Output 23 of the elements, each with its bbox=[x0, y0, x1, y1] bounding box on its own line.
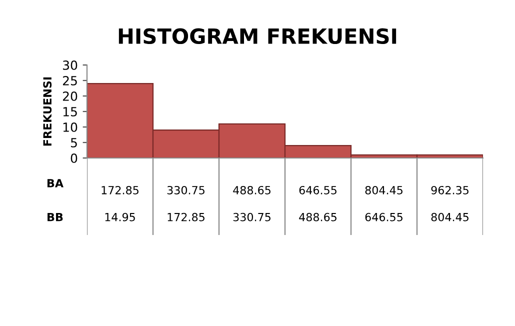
y-tick-label: 10 bbox=[63, 122, 78, 132]
x-tick-label: 646.55 bbox=[299, 186, 336, 194]
y-axis-title: FREKUENSI bbox=[43, 77, 52, 146]
y-tick-label: 0 bbox=[70, 153, 78, 163]
text: 488.65 bbox=[299, 212, 336, 222]
y-tick-label: 5 bbox=[70, 138, 77, 148]
text: BB bbox=[48, 213, 63, 222]
x-tick-label: 488.65 bbox=[233, 186, 270, 194]
y-tick-label: 15 bbox=[63, 107, 77, 116]
text: 172.85 bbox=[168, 212, 204, 222]
y-tick-label: 25 bbox=[62, 76, 77, 86]
text: 330.75 bbox=[233, 212, 270, 222]
text: 646.55 bbox=[365, 212, 402, 222]
x-tick-label: 172.85 bbox=[102, 186, 138, 194]
x-tick-label: 330.75 bbox=[167, 186, 204, 194]
y-tick-label: 30 bbox=[63, 60, 78, 70]
x-tick-label: 962.35 bbox=[431, 186, 468, 194]
y-tick-label: 20 bbox=[62, 91, 78, 101]
text: 804.45 bbox=[431, 212, 468, 222]
text: BA bbox=[47, 179, 64, 188]
chart-title: HISTOGRAM FREKUENSI bbox=[118, 28, 396, 44]
text: 14.95 bbox=[105, 212, 135, 222]
x-tick-label: 804.45 bbox=[365, 186, 402, 194]
